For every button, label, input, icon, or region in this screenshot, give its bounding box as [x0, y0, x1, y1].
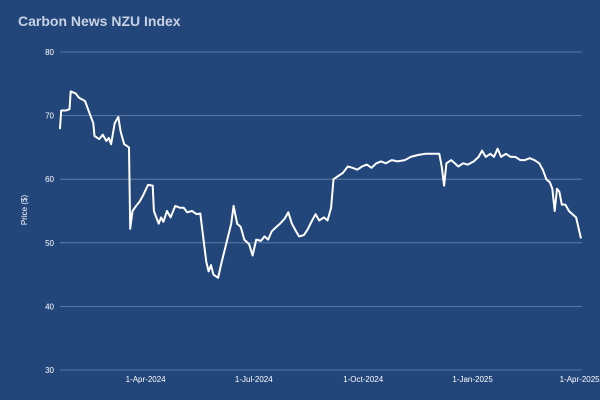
y-tick-label: 60	[45, 175, 54, 184]
y-axis-title: Price ($)	[20, 195, 29, 226]
x-tick-label: 1-Jan-2025	[452, 375, 493, 384]
x-tick-label: 1-Apr-2025	[560, 375, 600, 384]
y-axis-ticks: 30 40 50 60 70 80	[45, 48, 54, 375]
y-tick-label: 30	[45, 366, 54, 375]
series-line	[59, 90, 582, 279]
y-tick-label: 70	[45, 112, 54, 121]
x-tick-label: 1-Jul-2024	[235, 375, 273, 384]
gridlines	[60, 51, 582, 371]
y-tick-label: 50	[45, 239, 54, 248]
x-tick-label: 1-Apr-2024	[126, 375, 167, 384]
y-tick-label: 80	[45, 48, 54, 57]
x-axis-ticks: 1-Apr-2024 1-Jul-2024 1-Oct-2024 1-Jan-2025…	[126, 375, 600, 384]
x-tick-label: 1-Oct-2024	[343, 375, 384, 384]
y-tick-label: 40	[45, 302, 54, 311]
chart-title: Carbon News NZU Index	[18, 13, 181, 29]
